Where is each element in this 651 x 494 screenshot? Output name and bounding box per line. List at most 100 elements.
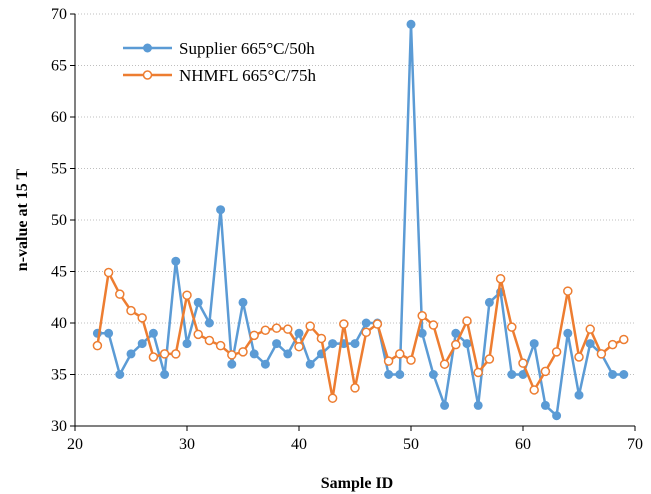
y-tick-label: 65 — [51, 58, 67, 75]
data-point — [159, 349, 170, 359]
data-point — [249, 330, 259, 341]
y-tick-label: 35 — [51, 367, 67, 384]
data-point — [551, 347, 562, 357]
data-point — [384, 370, 394, 379]
data-point — [585, 339, 595, 349]
series-1 — [92, 19, 629, 421]
data-point — [227, 359, 237, 369]
data-point — [440, 400, 450, 410]
y-tick-label: 50 — [51, 212, 67, 229]
data-point — [607, 339, 618, 350]
data-point — [395, 370, 405, 379]
data-point — [305, 321, 315, 331]
data-point — [495, 273, 506, 284]
data-point — [563, 328, 573, 338]
data-point — [529, 385, 539, 395]
data-point — [372, 319, 383, 329]
data-point — [462, 339, 472, 349]
data-point — [439, 359, 450, 369]
y-tick-label: 40 — [51, 315, 67, 332]
data-point — [563, 286, 573, 296]
y-tick-label: 45 — [51, 264, 67, 281]
x-tick-label: 30 — [179, 436, 195, 453]
x-tick-label: 70 — [627, 436, 643, 453]
legend: Supplier 665°C/50h NHMFL 665°C/75h — [123, 39, 316, 85]
legend-label: Supplier 665°C/50h — [179, 39, 315, 58]
data-point — [137, 339, 147, 349]
gridlines — [75, 13, 635, 375]
data-point — [574, 352, 584, 362]
data-point — [204, 318, 214, 328]
x-tick-label: 50 — [403, 436, 419, 453]
data-point — [619, 370, 629, 379]
data-point — [316, 333, 327, 344]
data-point — [552, 411, 562, 421]
legend-label: NHMFL 665°C/75h — [179, 66, 316, 85]
data-point — [540, 400, 550, 410]
data-point — [294, 328, 304, 338]
data-point — [148, 352, 159, 362]
data-point — [103, 267, 114, 278]
x-tick-label: 20 — [67, 436, 83, 453]
data-point — [339, 319, 349, 329]
data-point — [238, 347, 248, 357]
data-point — [283, 324, 293, 334]
data-point — [271, 323, 282, 333]
data-point — [182, 339, 192, 349]
data-point — [619, 334, 629, 345]
legend-entry-1: Supplier 665°C/50h — [123, 39, 315, 58]
data-point — [171, 349, 181, 359]
y-tick-label: 30 — [51, 418, 67, 435]
data-point — [350, 383, 360, 393]
data-point — [260, 325, 271, 335]
data-point — [137, 313, 147, 323]
data-point — [193, 297, 203, 307]
data-point — [182, 290, 192, 300]
data-point — [428, 320, 439, 330]
data-point — [216, 205, 226, 215]
data-point — [272, 339, 282, 349]
data-point — [473, 400, 483, 410]
data-point — [361, 327, 371, 338]
series-2 — [92, 267, 629, 403]
data-point — [294, 341, 304, 352]
y-tick-label: 55 — [51, 161, 67, 178]
data-point — [574, 390, 584, 400]
data-point — [215, 340, 226, 351]
data-point — [126, 305, 136, 316]
data-point — [160, 370, 170, 379]
axes — [70, 13, 636, 431]
data-point — [249, 349, 259, 359]
data-point — [115, 289, 125, 299]
data-point — [428, 370, 438, 379]
y-tick-label: 70 — [51, 6, 67, 23]
legend-entry-2: NHMFL 665°C/75h — [123, 66, 316, 85]
data-point — [204, 335, 215, 346]
data-point — [104, 328, 114, 338]
data-point — [227, 350, 237, 360]
series-layer — [92, 19, 629, 421]
data-point — [473, 367, 483, 378]
data-point — [417, 311, 427, 321]
y-axis-title: n-value at 15 T — [14, 168, 31, 271]
series-line — [97, 23, 624, 417]
data-point — [327, 393, 338, 403]
data-point — [507, 370, 517, 379]
data-point — [608, 370, 618, 379]
data-point — [462, 316, 472, 326]
data-point — [92, 340, 103, 351]
data-point — [361, 318, 371, 328]
legend-marker — [142, 70, 153, 80]
data-point — [395, 349, 405, 359]
data-point — [126, 349, 136, 359]
data-point — [451, 339, 461, 350]
data-point — [328, 339, 338, 349]
data-point — [115, 370, 125, 379]
data-point — [518, 358, 528, 368]
data-point — [238, 297, 248, 307]
data-point — [260, 359, 270, 369]
x-axis-title: Sample ID — [321, 475, 393, 492]
data-point — [283, 349, 293, 359]
